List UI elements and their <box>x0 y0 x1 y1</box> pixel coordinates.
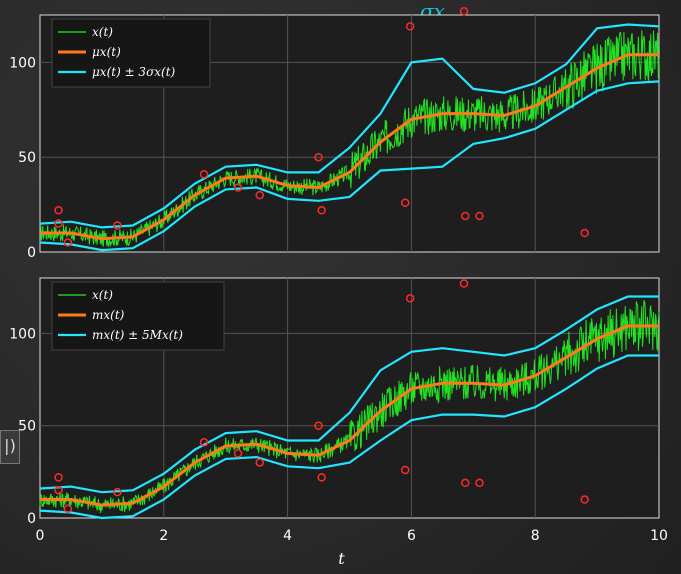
outlier-marker <box>233 449 243 458</box>
outlier-marker <box>113 221 122 230</box>
series-mean-line <box>40 53 659 241</box>
y-tick-label: 100 <box>9 326 36 342</box>
x-tick-label: 4 <box>283 528 292 544</box>
outlier-marker <box>314 152 323 162</box>
series-upper-band <box>39 23 660 229</box>
side-tab-label[interactable]: |) <box>0 430 20 464</box>
y-tick-label: 0 <box>27 245 36 261</box>
outlier-marker <box>233 183 243 192</box>
legend-entry: μx(t) <box>92 45 121 59</box>
legend-entry: x(t) <box>92 25 113 39</box>
x-tick-label: 0 <box>36 528 45 544</box>
outlier-marker <box>54 219 63 228</box>
outlier-marker <box>54 473 63 482</box>
outlier-marker <box>461 211 470 221</box>
outlier-marker <box>580 228 589 238</box>
legend-entry: mx(t) ± 5Mx(t) <box>92 328 183 342</box>
x-tick-label: 6 <box>407 528 416 544</box>
outlier-marker <box>255 190 264 200</box>
outlier-marker <box>405 22 415 31</box>
outlier-marker <box>199 170 209 179</box>
outlier-marker <box>199 438 209 447</box>
y-tick-label: 0 <box>27 511 36 527</box>
x-tick-label: 2 <box>159 528 168 544</box>
series-upper-band <box>39 295 659 494</box>
legend-entry: μx(t) ± 3σx(t) <box>92 65 176 79</box>
x-tick-label: 10 <box>650 528 668 544</box>
legend-entry: x(t) <box>92 288 113 302</box>
outlier-marker <box>314 421 323 430</box>
outlier-marker <box>317 473 326 482</box>
x-tick-label: 8 <box>531 528 540 544</box>
outlier-marker <box>580 495 589 504</box>
y-tick-label: 100 <box>9 55 36 71</box>
y-tick-label: 50 <box>18 150 36 166</box>
outlier-marker <box>459 6 469 16</box>
legend-box <box>51 18 211 88</box>
outlier-marker <box>405 294 415 303</box>
x-axis-label: t <box>338 549 345 568</box>
outlier-marker <box>475 478 484 488</box>
outlier-marker <box>54 486 63 495</box>
plot-area <box>39 14 660 253</box>
legend-entry: mx(t) <box>92 308 125 322</box>
outlier-marker <box>255 458 264 467</box>
outlier-marker <box>400 465 410 475</box>
series-mean-line <box>40 324 659 507</box>
series-lower-band <box>39 354 659 520</box>
outlier-marker <box>317 206 326 215</box>
y-tick-label: 50 <box>18 419 36 435</box>
outlier-marker <box>113 487 122 497</box>
outlier-marker <box>461 478 470 488</box>
outlier-marker <box>63 238 73 247</box>
outlier-marker <box>400 198 410 207</box>
outlier-marker <box>475 211 484 221</box>
outlier-marker <box>459 279 469 288</box>
outlier-marker <box>54 206 63 215</box>
outlier-marker <box>63 504 73 514</box>
series-lower-band <box>39 80 660 252</box>
